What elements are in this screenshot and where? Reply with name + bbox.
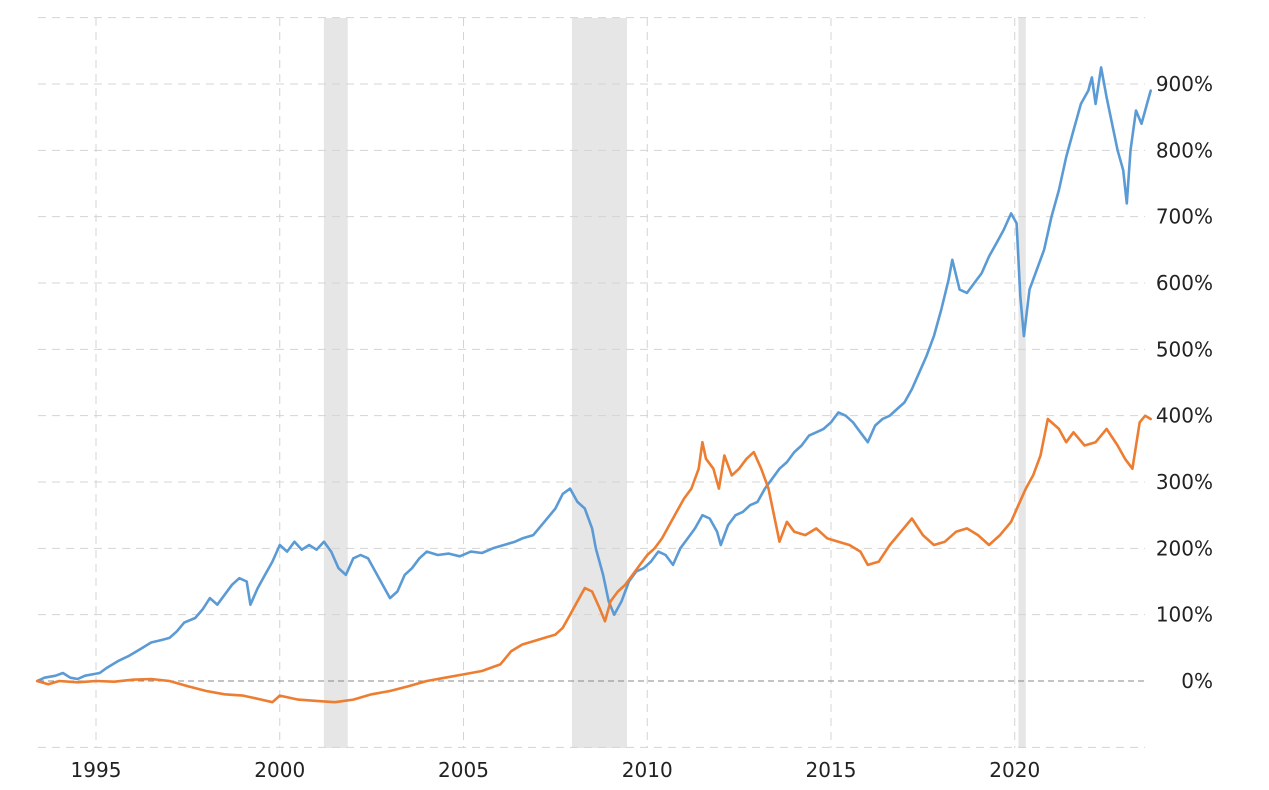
y-tick-label-200: 200% (1156, 536, 1213, 560)
blue-series-line (35, 66, 1152, 683)
y-tick-label-0: 0% (1181, 669, 1213, 693)
y-tick-label-400: 400% (1156, 404, 1213, 428)
y-tick-label-100: 100% (1156, 603, 1213, 627)
y-tick-label-800: 800% (1156, 138, 1213, 162)
recession-band-2 (571, 18, 628, 748)
recession-bands (323, 18, 1026, 748)
y-tick-label-300: 300% (1156, 470, 1213, 494)
recession-band-1 (323, 18, 348, 748)
x-tick-label-2000: 2000 (254, 758, 305, 782)
series-lines (35, 66, 1152, 704)
x-tick-label-2020: 2020 (989, 758, 1040, 782)
y-axis-ticks: 0% 100% 200% 300% 400% 500% 600% 700% 800% 900% (1156, 72, 1213, 693)
recession-band-3 (1018, 18, 1026, 748)
gridlines (38, 17, 1145, 748)
x-tick-label-2010: 2010 (622, 758, 673, 782)
x-tick-label-1995: 1995 (71, 758, 122, 782)
x-tick-label-2015: 2015 (806, 758, 857, 782)
orange-series-line (35, 414, 1152, 704)
y-tick-label-700: 700% (1156, 205, 1213, 229)
y-tick-label-500: 500% (1156, 337, 1213, 361)
y-tick-label-900: 900% (1156, 72, 1213, 96)
x-axis-ticks: 1995 2000 2005 2010 2015 2020 (71, 758, 1041, 782)
y-tick-label-600: 600% (1156, 271, 1213, 295)
x-tick-label-2005: 2005 (438, 758, 489, 782)
